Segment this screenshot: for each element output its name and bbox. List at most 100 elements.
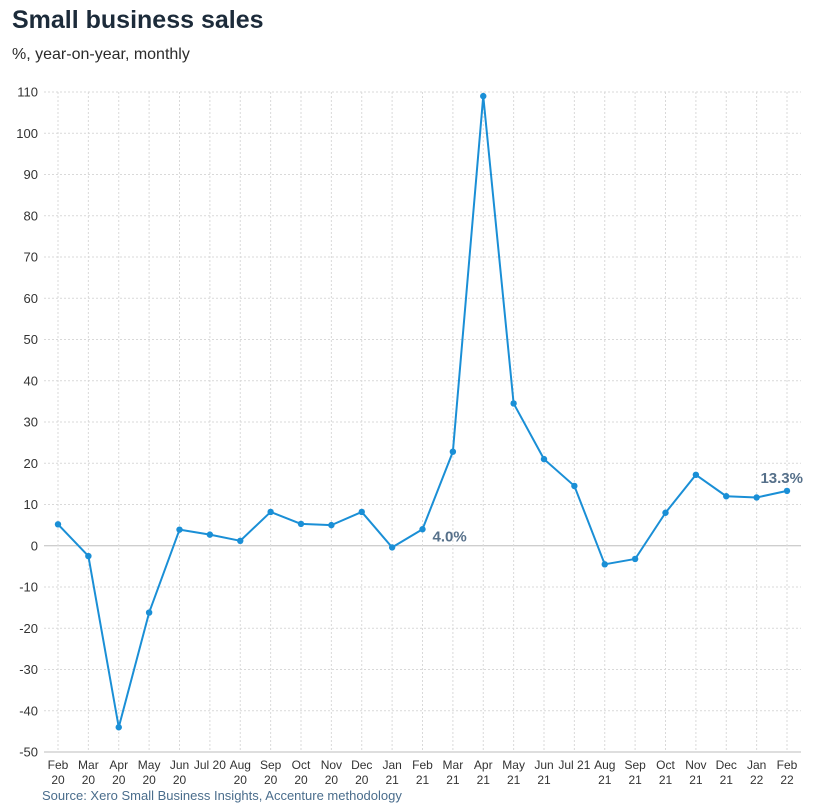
data-point: [449, 448, 457, 455]
x-tick-label: 21: [416, 773, 430, 787]
data-point: [662, 509, 669, 516]
y-axis: -50 -40 -30 -20 -10 0 10 20 30 40 50 60 70 80 90 100 110: [16, 85, 38, 760]
data-point: [723, 493, 730, 500]
data-point: [480, 92, 487, 100]
x-tick-label: 21: [385, 773, 399, 787]
x-tick-label: Oct: [292, 758, 311, 772]
data-point: [297, 520, 305, 528]
y-tick-label: 40: [24, 373, 38, 388]
x-tick-label: 21: [689, 773, 703, 787]
data-point: [540, 455, 548, 463]
y-tick-label: 30: [24, 415, 38, 430]
x-tick-label: Jul 20: [194, 758, 226, 772]
data-point: [692, 471, 700, 478]
data-point: [267, 508, 274, 516]
x-tick-label: 22: [780, 773, 794, 787]
series-sales: [54, 92, 791, 731]
data-point: [54, 521, 62, 528]
x-tick-label: 20: [294, 773, 308, 787]
data-point: [753, 494, 760, 501]
x-tick-label: Jul 21: [558, 758, 590, 772]
x-tick-label: Mar: [78, 758, 99, 772]
x-tick-label: Aug: [594, 758, 615, 772]
data-point: [783, 487, 791, 495]
data-point: [419, 526, 426, 533]
x-tick-label: 20: [264, 773, 278, 787]
x-tick-label: 21: [477, 773, 491, 787]
chart-subtitle: %, year-on-year, monthly: [12, 46, 190, 63]
chart-title: Small business sales: [12, 6, 264, 34]
annotations: 4.0% 13.3%: [433, 470, 804, 545]
x-tick-label: Feb: [48, 758, 69, 772]
y-tick-label: 100: [16, 126, 38, 141]
y-tick-label: -20: [19, 621, 38, 636]
x-tick-label: Feb: [412, 758, 433, 772]
y-tick-label: 80: [24, 208, 38, 223]
x-tick-label: Apr: [109, 758, 128, 772]
data-point: [328, 521, 335, 529]
y-tick-label: 60: [24, 291, 38, 306]
x-tick-label: Jan: [382, 758, 401, 772]
y-tick-label: 20: [24, 456, 38, 471]
x-tick-label: Nov: [685, 758, 706, 772]
grid: [44, 91, 801, 753]
x-tick-label: Sep: [624, 758, 646, 772]
x-tick-label: 20: [355, 773, 369, 787]
data-point: [145, 609, 153, 616]
x-tick-label: 20: [51, 773, 65, 787]
x-tick-label: 21: [628, 773, 642, 787]
x-tick-label: Jun: [170, 758, 189, 772]
x-tick-label: 21: [659, 773, 673, 787]
x-tick-label: Apr: [474, 758, 493, 772]
y-tick-label: -10: [19, 580, 38, 595]
x-tick-label: Jan: [747, 758, 766, 772]
annotation-label: 13.3%: [760, 470, 803, 487]
data-point: [206, 531, 214, 538]
y-tick-label: 0: [31, 538, 38, 553]
data-point: [176, 526, 183, 533]
data-point: [237, 537, 244, 544]
x-tick-label: Jun: [534, 758, 553, 772]
x-tick-label: Mar: [443, 758, 464, 772]
data-point: [358, 508, 365, 516]
y-tick-label: 90: [24, 167, 38, 182]
x-tick-label: Dec: [716, 758, 737, 772]
y-tick-label: -30: [19, 662, 38, 677]
x-tick-label: Sep: [260, 758, 282, 772]
data-point: [85, 552, 92, 560]
x-tick-label: 21: [507, 773, 521, 787]
source-note: Source: Xero Small Business Insights, Ac…: [42, 788, 402, 803]
x-tick-label: May: [138, 758, 161, 772]
y-tick-label: 110: [17, 85, 38, 100]
x-tick-label: Aug: [230, 758, 251, 772]
x-tick-label: 21: [446, 773, 460, 787]
y-tick-label: 10: [24, 497, 38, 512]
x-tick-label: 21: [598, 773, 612, 787]
x-tick-label: 20: [173, 773, 187, 787]
x-tick-label: 20: [82, 773, 96, 787]
data-point: [115, 724, 122, 731]
x-tick-label: May: [502, 758, 525, 772]
x-tick-label: 20: [325, 773, 339, 787]
data-point: [510, 400, 517, 407]
x-tick-label: Nov: [321, 758, 342, 772]
x-tick-label: 21: [537, 773, 551, 787]
annotation-label: 4.0%: [433, 528, 467, 545]
x-tick-label: 21: [720, 773, 734, 787]
line-chart: -50 -40 -30 -20 -10 0 10 20 30 40 50 60 70 80 90 100 110…: [16, 85, 804, 788]
x-tick-label: 20: [142, 773, 156, 787]
x-tick-label: 22: [750, 773, 764, 787]
x-tick-label: Feb: [777, 758, 798, 772]
data-point: [631, 555, 639, 563]
x-tick-label: Dec: [351, 758, 372, 772]
y-tick-label: -50: [19, 745, 38, 760]
y-tick-label: 50: [24, 332, 38, 347]
y-tick-label: 70: [24, 250, 38, 265]
data-point: [601, 561, 608, 568]
x-tick-label: 20: [234, 773, 248, 787]
data-point: [388, 544, 396, 551]
x-tick-label: Oct: [656, 758, 675, 772]
data-point: [571, 482, 578, 490]
y-tick-label: -40: [19, 703, 38, 718]
